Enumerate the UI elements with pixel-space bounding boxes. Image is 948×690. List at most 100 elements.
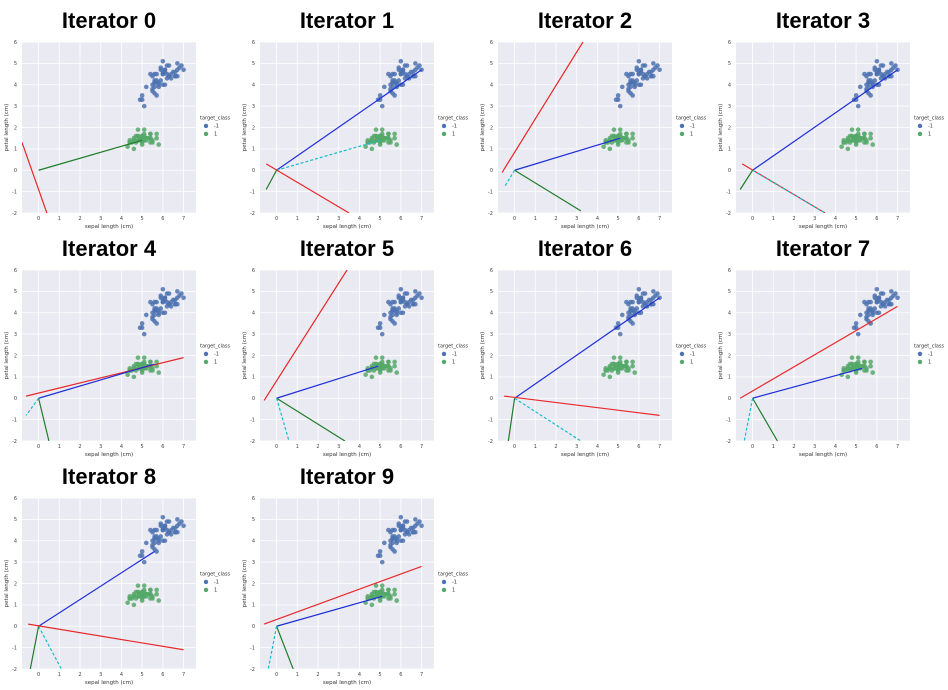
legend-marker bbox=[441, 351, 447, 357]
red-solid-line bbox=[26, 357, 184, 397]
legend-entry: 1 bbox=[928, 360, 931, 366]
legend-marker bbox=[441, 123, 447, 129]
legend-entry: 1 bbox=[214, 360, 217, 366]
y-tick-label: 2 bbox=[14, 125, 17, 131]
point-class-1 bbox=[845, 146, 851, 152]
point-class-1 bbox=[388, 140, 393, 145]
point-class-neg1 bbox=[400, 525, 406, 531]
point-class-neg1 bbox=[872, 293, 878, 298]
point-class-1 bbox=[630, 359, 635, 365]
point-class-neg1 bbox=[864, 73, 869, 79]
point-class-1 bbox=[369, 374, 375, 380]
y-tick-label: 0 bbox=[490, 168, 493, 174]
y-axis-label: petal length (cm) bbox=[718, 104, 724, 152]
x-tick-label: 6 bbox=[161, 444, 164, 450]
point-class-1 bbox=[845, 138, 851, 143]
point-class-neg1 bbox=[626, 73, 631, 79]
y-axis-label: petal length (cm) bbox=[4, 104, 10, 152]
point-class-neg1 bbox=[379, 103, 385, 109]
legend-entry: -1 bbox=[690, 124, 695, 130]
point-class-1 bbox=[148, 359, 153, 365]
point-class-1 bbox=[626, 368, 631, 373]
point-class-1 bbox=[131, 374, 137, 380]
legend-title: target_class bbox=[438, 344, 469, 350]
y-tick-label: 2 bbox=[728, 125, 731, 131]
point-class-neg1 bbox=[179, 519, 184, 524]
y-tick-label: -1 bbox=[488, 417, 493, 423]
point-class-neg1 bbox=[150, 529, 155, 535]
point-class-1 bbox=[860, 363, 865, 369]
blue-solid-line bbox=[38, 363, 155, 399]
x-tick-label: 1 bbox=[296, 672, 299, 678]
x-axis-label: sepal length (cm) bbox=[561, 224, 609, 230]
point-class-neg1 bbox=[175, 61, 180, 66]
y-tick-label: 4 bbox=[14, 311, 17, 317]
subplot-9: Iterator 9 0 1 2 3 4 5 6 7 -2 -1 0 1 2 3 4 5 6 sepal lengt… bbox=[242, 464, 469, 686]
point-class-1 bbox=[131, 602, 137, 608]
plot-area bbox=[22, 58, 186, 213]
point-class-neg1 bbox=[143, 540, 149, 546]
x-tick-label: 1 bbox=[296, 216, 299, 222]
x-tick-label: 0 bbox=[275, 672, 278, 678]
y-tick-label: -2 bbox=[250, 211, 255, 217]
legend-marker bbox=[679, 351, 685, 357]
y-axis-label: petal length (cm) bbox=[242, 104, 248, 152]
point-class-neg1 bbox=[417, 291, 422, 296]
point-class-1 bbox=[617, 127, 623, 132]
point-class-1 bbox=[379, 589, 385, 595]
legend-title: target_class bbox=[200, 572, 231, 578]
legend-entry: -1 bbox=[690, 352, 695, 358]
x-tick-label: 5 bbox=[141, 444, 144, 450]
point-class-1 bbox=[373, 583, 379, 588]
point-class-neg1 bbox=[392, 308, 397, 313]
point-class-neg1 bbox=[381, 84, 387, 90]
point-class-neg1 bbox=[396, 293, 402, 298]
point-class-neg1 bbox=[651, 289, 656, 294]
point-class-1 bbox=[384, 135, 389, 141]
point-class-neg1 bbox=[626, 88, 631, 94]
point-class-neg1 bbox=[141, 559, 147, 565]
subplot-5: Iterator 5 0 1 2 3 4 5 6 7 -2 -1 0 1 2 3 4 5 6 sepal lengt… bbox=[242, 236, 469, 458]
legend-entry: -1 bbox=[452, 580, 457, 586]
y-tick-label: 3 bbox=[490, 104, 493, 110]
point-class-neg1 bbox=[651, 295, 656, 301]
point-class-1 bbox=[611, 366, 617, 371]
point-class-neg1 bbox=[175, 295, 180, 301]
point-class-neg1 bbox=[143, 312, 149, 318]
point-class-neg1 bbox=[388, 301, 393, 307]
y-tick-label: 4 bbox=[490, 83, 493, 89]
point-class-1 bbox=[868, 363, 873, 369]
subplot-title: Iterator 9 bbox=[300, 464, 394, 489]
x-tick-label: 2 bbox=[316, 672, 319, 678]
x-tick-label: 1 bbox=[58, 216, 61, 222]
point-class-1 bbox=[841, 368, 847, 373]
legend-title: target_class bbox=[676, 116, 707, 122]
point-class-neg1 bbox=[388, 529, 393, 535]
point-class-1 bbox=[392, 359, 397, 365]
y-tick-label: 6 bbox=[14, 268, 17, 274]
point-class-1 bbox=[373, 127, 379, 132]
subplot-6: Iterator 6 0 1 2 3 4 5 6 7 -2 -1 0 1 2 3 4 5 6 sepal lengt… bbox=[480, 236, 707, 458]
x-axis-label: sepal length (cm) bbox=[323, 680, 371, 686]
point-class-neg1 bbox=[139, 553, 145, 559]
point-class-neg1 bbox=[379, 559, 385, 565]
green-solid-line bbox=[265, 169, 278, 190]
x-tick-label: 6 bbox=[161, 672, 164, 678]
point-class-neg1 bbox=[651, 61, 656, 66]
point-class-neg1 bbox=[417, 519, 422, 524]
point-class-neg1 bbox=[404, 519, 410, 524]
legend-title: target_class bbox=[438, 572, 469, 578]
point-class-1 bbox=[392, 591, 397, 597]
point-class-1 bbox=[141, 583, 147, 588]
point-class-1 bbox=[125, 372, 130, 378]
x-tick-label: 5 bbox=[855, 444, 858, 450]
point-class-neg1 bbox=[413, 289, 418, 294]
point-class-neg1 bbox=[400, 297, 406, 303]
point-class-1 bbox=[125, 144, 130, 150]
subplot-7: Iterator 7 0 1 2 3 4 5 6 7 -2 -1 0 1 2 3 4 5 6 sepal lengt… bbox=[718, 236, 945, 458]
point-class-neg1 bbox=[638, 69, 644, 75]
point-class-neg1 bbox=[402, 304, 408, 309]
legend-title: target_class bbox=[914, 116, 945, 122]
point-class-1 bbox=[864, 140, 869, 145]
point-class-neg1 bbox=[417, 63, 422, 68]
